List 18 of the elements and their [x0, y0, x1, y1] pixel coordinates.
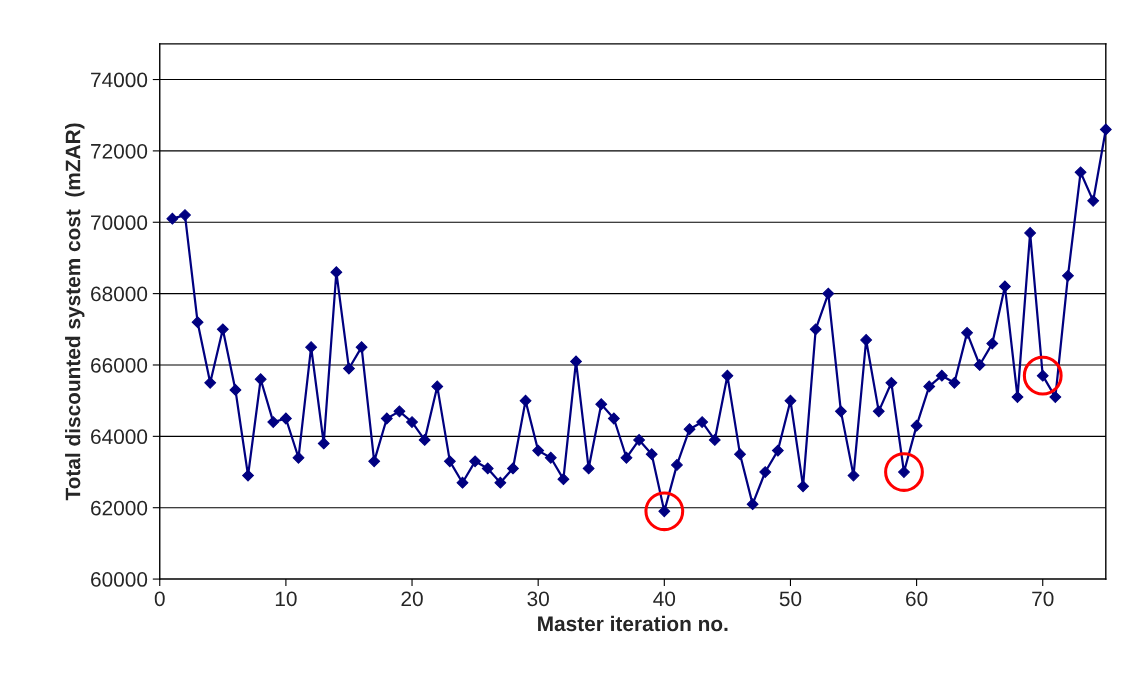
y-tick-label: 68000 [91, 286, 148, 302]
x-tick-label: 20 [401, 591, 423, 607]
y-tick-label: 64000 [91, 429, 148, 445]
x-tick-label: 40 [653, 591, 676, 607]
x-axis-title: Master iteration no. [538, 615, 728, 632]
y-tick-label: 66000 [91, 357, 148, 373]
y-tick-label: 60000 [91, 572, 148, 587]
x-tick-label: 50 [779, 591, 802, 607]
y-tick-label: 70000 [91, 215, 148, 231]
y-tick-label: 62000 [91, 500, 148, 516]
x-tick-label: 30 [527, 591, 549, 607]
y-tick-label: 72000 [91, 143, 148, 159]
x-tick-label: 60 [906, 591, 928, 607]
y-tick-label: 74000 [91, 72, 148, 88]
x-tick-label: 70 [1032, 591, 1054, 607]
x-tick-label: 0 [154, 591, 165, 607]
x-tick-label: 10 [275, 591, 297, 607]
y-axis-title: Total discounted system cost (mZAR) [65, 123, 85, 501]
